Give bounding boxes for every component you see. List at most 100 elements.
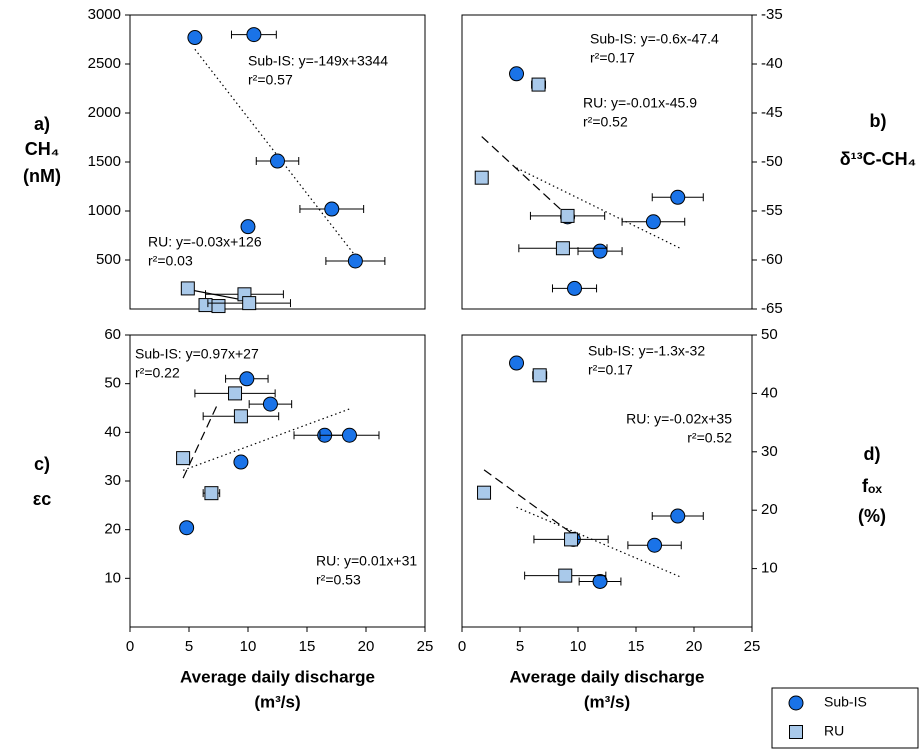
point <box>477 485 492 500</box>
point <box>180 281 195 296</box>
annotation: r²=0.52 <box>687 430 732 446</box>
point <box>176 451 191 466</box>
annotation: Sub-IS: y=-0.6x-47.4 <box>590 31 719 47</box>
y-axis-label: a) <box>34 114 50 134</box>
point <box>246 27 262 43</box>
y-tick-label: -60 <box>761 251 783 268</box>
x-tick-label: 20 <box>358 638 375 655</box>
y-tick-label: -55 <box>761 202 783 219</box>
legend-marker <box>789 725 803 739</box>
point <box>558 568 573 583</box>
point <box>187 30 203 46</box>
annotation: r²=0.22 <box>135 365 180 381</box>
y-axis-label: CH₄ <box>25 139 60 159</box>
x-tick-label: 15 <box>299 638 316 655</box>
y-tick-label: 500 <box>96 251 121 268</box>
legend-label: RU <box>824 723 844 739</box>
point <box>198 298 213 313</box>
y-tick-label: 30 <box>761 443 778 460</box>
annotation: RU: y=0.01x+31 <box>316 553 417 569</box>
point <box>670 189 686 205</box>
y-axis-label: fₒₓ <box>862 476 882 496</box>
x-tick-label: 5 <box>185 638 193 655</box>
point <box>647 537 663 553</box>
point <box>567 280 583 296</box>
y-tick-label: -40 <box>761 55 783 72</box>
plot-frame <box>461 334 753 628</box>
y-axis-label: c) <box>34 454 50 474</box>
point <box>509 355 525 371</box>
annotation: r²=0.03 <box>148 253 193 269</box>
y-tick-label: 20 <box>104 521 121 538</box>
annotation: r²=0.53 <box>316 572 361 588</box>
legend-label: Sub-IS <box>824 694 867 710</box>
y-axis-label: d) <box>864 444 881 464</box>
point <box>474 170 489 185</box>
x-tick-label: 25 <box>417 638 434 655</box>
y-tick-label: 1000 <box>88 202 121 219</box>
y-tick-label: 3000 <box>88 6 121 23</box>
point <box>239 371 255 387</box>
point <box>242 296 257 311</box>
y-tick-label: -35 <box>761 6 783 23</box>
y-tick-label: 1500 <box>88 153 121 170</box>
annotation: Sub-IS: y=-1.3x-32 <box>588 343 705 359</box>
point <box>531 77 546 92</box>
annotation: RU: y=-0.02x+35 <box>626 411 732 427</box>
point <box>211 299 226 314</box>
y-axis-label: b) <box>870 111 887 131</box>
trend-line <box>481 136 570 218</box>
y-axis-label: (nM) <box>23 166 61 186</box>
y-axis-label: δ¹³C-CH₄ <box>840 149 916 169</box>
point <box>228 386 243 401</box>
y-tick-label: 60 <box>104 326 121 343</box>
point <box>645 214 661 230</box>
x-axis-label: (m³/s) <box>254 692 300 711</box>
point <box>324 201 340 217</box>
x-tick-label: 25 <box>744 638 761 655</box>
y-tick-label: 40 <box>761 384 778 401</box>
annotation: r²=0.57 <box>248 72 293 88</box>
trend-line <box>483 469 573 535</box>
annotation: r²=0.17 <box>588 362 633 378</box>
x-tick-label: 15 <box>628 638 645 655</box>
x-axis-label: (m³/s) <box>584 692 630 711</box>
y-tick-label: 2500 <box>88 55 121 72</box>
point <box>532 368 547 383</box>
point <box>240 219 256 235</box>
y-tick-label: 10 <box>761 560 778 577</box>
annotation: Sub-IS: y=0.97x+27 <box>135 346 259 362</box>
y-tick-label: 10 <box>104 569 121 586</box>
y-tick-label: 40 <box>104 423 121 440</box>
point <box>270 153 285 169</box>
x-tick-label: 0 <box>458 638 466 655</box>
point <box>204 486 219 501</box>
x-axis-label: Average daily discharge <box>510 667 705 686</box>
point <box>179 520 195 536</box>
point <box>592 243 608 259</box>
point <box>341 427 357 443</box>
point <box>233 409 248 424</box>
point <box>560 208 575 223</box>
y-tick-label: 30 <box>104 472 121 489</box>
y-tick-label: -45 <box>761 104 783 121</box>
point <box>555 241 570 256</box>
x-tick-label: 10 <box>570 638 587 655</box>
point <box>347 253 363 269</box>
y-tick-label: 20 <box>761 501 778 518</box>
x-tick-label: 20 <box>686 638 703 655</box>
y-axis-label: εc <box>33 489 52 509</box>
annotation: Sub-IS: y=-149x+3344 <box>248 53 388 69</box>
legend-marker <box>788 695 804 711</box>
y-axis-label: (%) <box>858 506 886 526</box>
annotation: r²=0.17 <box>590 50 635 66</box>
point <box>670 508 686 524</box>
point <box>592 573 608 589</box>
point <box>262 396 278 412</box>
annotation: RU: y=-0.03x+126 <box>148 234 262 250</box>
y-tick-label: 50 <box>761 326 778 343</box>
point <box>509 66 525 82</box>
trend-line <box>182 401 220 479</box>
y-tick-label: 50 <box>104 375 121 392</box>
